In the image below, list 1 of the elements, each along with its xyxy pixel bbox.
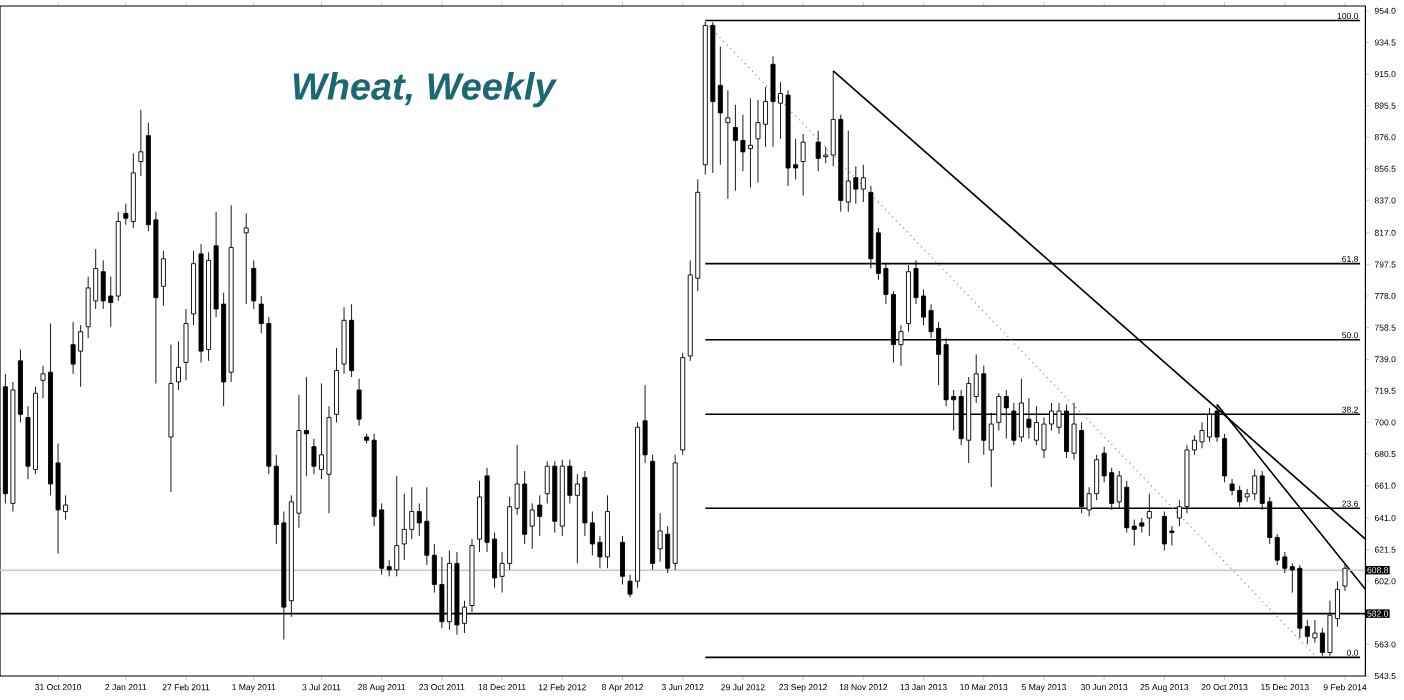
text: Wheat, Weekly — [293, 72, 558, 108]
